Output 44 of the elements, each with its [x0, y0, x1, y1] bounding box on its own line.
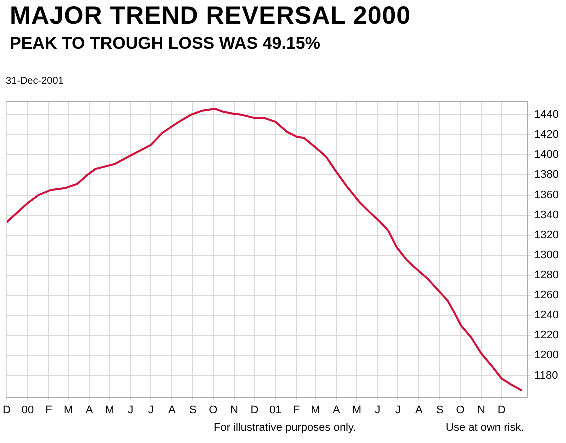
- y-tick-label: 1320: [534, 229, 560, 242]
- x-tick-label: M: [105, 404, 114, 416]
- chart-title: MAJOR TREND REVERSAL 2000: [10, 2, 412, 31]
- y-tick-label: 1340: [534, 209, 560, 222]
- x-tick-label: F: [293, 404, 300, 416]
- y-tick-label: 1200: [534, 350, 560, 362]
- y-tick-label: 1240: [534, 310, 560, 322]
- x-tick-label: O: [456, 404, 466, 416]
- x-tick-label: M: [311, 404, 320, 416]
- x-tick-label: A: [416, 404, 424, 416]
- x-tick-label: M: [352, 404, 362, 416]
- y-tick-label: 1180: [534, 370, 558, 382]
- x-tick-label: A: [168, 404, 176, 416]
- x-tick-label: J: [148, 404, 154, 416]
- y-tick-label: 1400: [534, 149, 560, 162]
- x-tick-label: A: [86, 404, 94, 416]
- x-tick-label: J: [375, 404, 381, 416]
- x-tick-label: J: [128, 404, 134, 416]
- x-tick-label: S: [189, 404, 197, 416]
- x-tick-label: D: [498, 404, 506, 416]
- text: 31-Dec-2001: [6, 76, 64, 87]
- x-tick-label: N: [478, 404, 486, 416]
- x-tick-label: S: [436, 404, 444, 416]
- y-tick-label: 1280: [534, 270, 560, 282]
- x-tick-label: N: [230, 404, 238, 416]
- x-tick-label: 01: [270, 404, 282, 416]
- y-tick-label: 1440: [534, 109, 560, 122]
- text: For illustrative purposes only.: [214, 422, 356, 434]
- x-tick-label: O: [209, 404, 218, 416]
- y-tick-label: 1380: [534, 169, 560, 182]
- x-tick-label: D: [250, 404, 259, 416]
- y-tick-label: 1260: [534, 290, 560, 302]
- chart-subtitle: PEAK TO TROUGH LOSS WAS 49.15%: [10, 34, 320, 54]
- y-tick-label: 1360: [534, 189, 560, 202]
- x-tick-label: J: [395, 404, 401, 416]
- x-tick-label: D: [2, 404, 11, 416]
- y-tick-label: 1300: [534, 249, 560, 262]
- y-tick-label: 1420: [534, 129, 560, 142]
- y-tick-label: 1220: [534, 330, 560, 342]
- text: Use at own risk.: [446, 422, 524, 434]
- x-tick-label: A: [332, 404, 341, 416]
- x-tick-label: M: [64, 404, 74, 416]
- x-tick-label: F: [46, 404, 53, 416]
- x-tick-label: 00: [22, 404, 34, 416]
